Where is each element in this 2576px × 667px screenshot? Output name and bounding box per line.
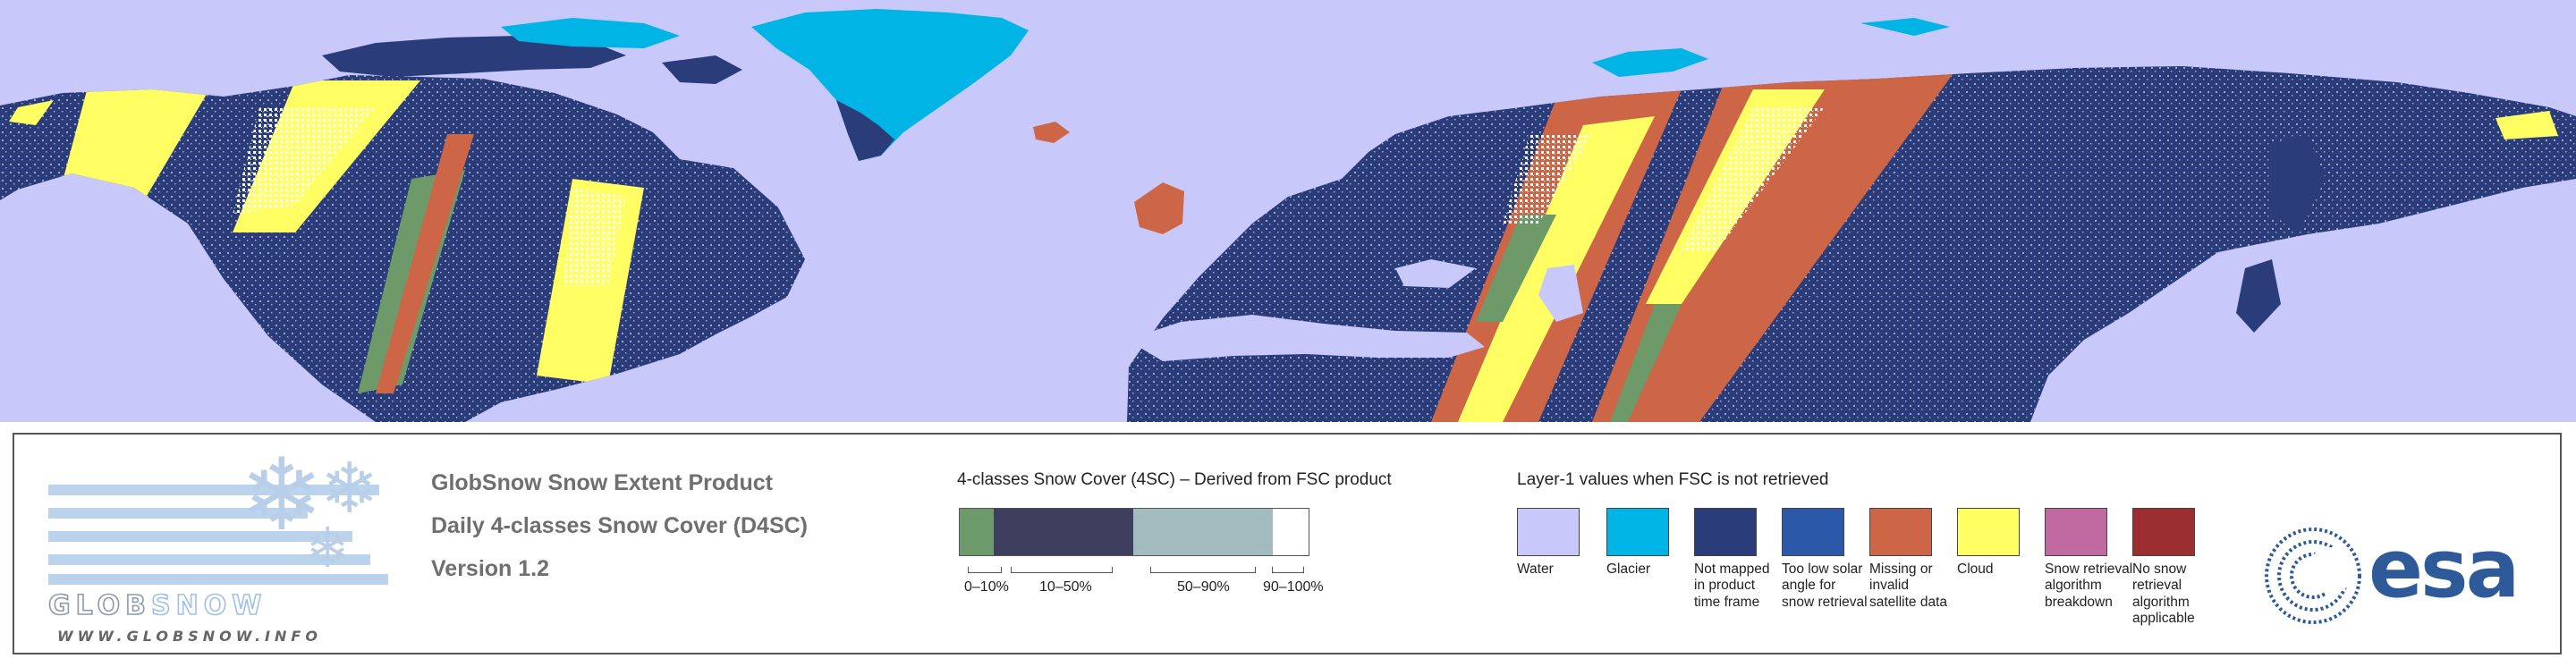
legend-item-not-mapped: Not mapped in product time frame <box>1694 508 1784 611</box>
legend-item-algorithm-breakdown: Snow retrieval algorithm breakdown <box>2045 508 2134 611</box>
snowflake-small-icon: ❄ <box>304 515 351 580</box>
legend-swatch <box>2045 508 2107 556</box>
legend-label: Not mapped in product time frame <box>1694 561 1770 610</box>
legend-label: Water <box>1517 561 1554 577</box>
legend-swatch <box>1957 508 2020 556</box>
fsc-label: 90–100% <box>1263 579 1324 595</box>
fsc-label: 10–50% <box>1039 579 1092 595</box>
snowflake-icon: ❄ <box>240 437 324 553</box>
legend-swatch <box>1694 508 1757 556</box>
globsnow-wordmark: GLOBSNOW <box>47 589 267 622</box>
legend-label: Glacier <box>1606 561 1651 577</box>
fsc-legend-title: 4-classes Snow Cover (4SC) – Derived fro… <box>957 470 1392 489</box>
product-subtitle: Daily 4-classes Snow Cover (D4SC) <box>431 513 808 538</box>
legend-label: Cloud <box>1957 561 1994 577</box>
fsc-class-0-10 <box>960 509 994 555</box>
british-isles <box>1134 182 1184 234</box>
legend-panel: ❄ ❄ ❄ GLOBSNOW WWW.GLOBSNOW.INFO GlobSno… <box>13 433 2562 654</box>
esa-logo: esa <box>2261 522 2547 631</box>
esa-wordmark: esa <box>2368 522 2520 616</box>
legend-swatch <box>1517 508 1580 556</box>
legend-item-water: Water <box>1517 508 1606 578</box>
legend-item-no-algorithm: No snow retrieval algorithm applicable <box>2132 508 2222 627</box>
legend-item-cloud: Cloud <box>1957 508 2046 578</box>
globsnow-logo: ❄ ❄ ❄ GLOBSNOW WWW.GLOBSNOW.INFO <box>36 445 394 645</box>
legend-label: Snow retrieval algorithm breakdown <box>2045 561 2133 610</box>
fsc-class-50-90 <box>1133 509 1273 555</box>
fsc-label: 50–90% <box>1177 579 1230 595</box>
mediterranean-sea <box>1127 315 1485 361</box>
fsc-class-90-100 <box>1273 509 1309 555</box>
arctic-islands <box>322 36 626 77</box>
legend-swatch <box>1869 508 1932 556</box>
legend-label: Missing or invalid satellite data <box>1869 561 1948 610</box>
legend-label: No snow retrieval algorithm applicable <box>2132 561 2195 626</box>
product-version: Version 1.2 <box>431 556 550 581</box>
layer1-legend-title: Layer-1 values when FSC is not retrieved <box>1517 470 1829 489</box>
legend-swatch <box>2132 508 2195 556</box>
legend-swatch <box>1782 508 1844 556</box>
legend-item-glacier: Glacier <box>1606 508 1696 578</box>
greenland <box>751 9 1029 161</box>
fsc-label: 0–10% <box>964 579 1009 595</box>
snowflake-small-icon: ❄ <box>320 449 379 529</box>
legend-item-low-solar-angle: Too low solar angle for snow retrieval <box>1782 508 1871 611</box>
snow-cover-map <box>0 0 2576 422</box>
legend-item-missing-data: Missing or invalid satellite data <box>1869 508 1959 611</box>
fsc-colorbar <box>959 508 1309 556</box>
legend-swatch <box>1606 508 1669 556</box>
fsc-class-10-50 <box>994 509 1133 555</box>
globsnow-url: WWW.GLOBSNOW.INFO <box>57 628 322 645</box>
product-title: GlobSnow Snow Extent Product <box>431 470 773 495</box>
legend-label: Too low solar angle for snow retrieval <box>1782 561 1868 610</box>
esa-globe-icon <box>2265 528 2361 624</box>
